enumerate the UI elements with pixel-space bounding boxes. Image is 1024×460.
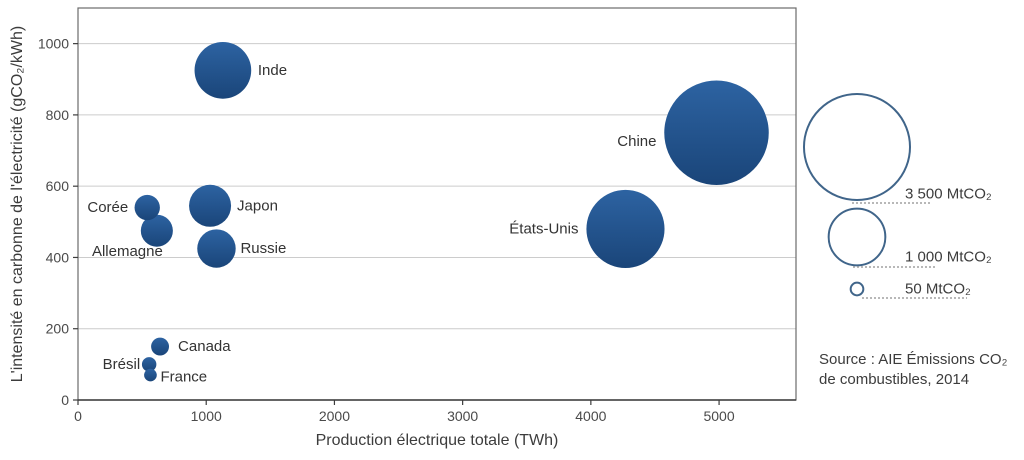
- legend-circle-50-icon: [849, 281, 865, 297]
- x-tick-label-3000: 3000: [447, 408, 478, 424]
- country-label-etats-unis: États-Unis: [509, 220, 578, 237]
- bubble-bresil: [141, 357, 157, 372]
- bubble-france: [144, 368, 157, 382]
- y-tick-label-200: 200: [46, 321, 70, 337]
- y-axis-title: L'intensité en carbonne de l'électricité…: [9, 26, 26, 382]
- legend-circle-1000-icon: [827, 207, 887, 267]
- bubble-coree: [134, 194, 160, 221]
- bubble-allemagne: [140, 214, 173, 247]
- bubble-japon: [189, 184, 232, 227]
- x-tick-label-0: 0: [74, 408, 82, 424]
- bubble-chine: [664, 80, 769, 185]
- source-line-2: de combustibles, 2014: [819, 371, 969, 388]
- country-label-france: France: [160, 369, 207, 386]
- y-tick-label-400: 400: [46, 249, 70, 265]
- country-label-chine: Chine: [617, 133, 656, 150]
- country-label-russie: Russie: [240, 240, 286, 257]
- bubble-inde: [194, 42, 252, 99]
- legend-circle-3500-icon: [802, 92, 912, 202]
- bubble-canada: [151, 337, 170, 356]
- country-label-inde: Inde: [258, 62, 287, 79]
- y-tick-label-1000: 1000: [38, 36, 69, 52]
- y-tick-label-0: 0: [61, 392, 69, 408]
- source-line-1: Source : AIE Émissions CO₂: [819, 351, 1008, 368]
- y-tick-label-600: 600: [46, 178, 70, 194]
- country-label-canada: Canada: [178, 338, 231, 355]
- x-tick-label-5000: 5000: [703, 408, 734, 424]
- x-tick-label-1000: 1000: [191, 408, 222, 424]
- country-label-allemagne: Allemagne: [92, 243, 163, 260]
- bubble-etats-unis: [586, 189, 665, 269]
- bubble-russie: [197, 229, 236, 268]
- x-tick-label-2000: 2000: [319, 408, 350, 424]
- legend-label-50: 50 MtCO₂: [905, 281, 971, 298]
- legend-label-3500: 3 500 MtCO₂: [905, 186, 992, 203]
- x-tick-label-4000: 4000: [575, 408, 606, 424]
- x-axis-title: Production électrique totale (TWh): [316, 432, 559, 449]
- legend-label-1000: 1 000 MtCO₂: [905, 249, 992, 266]
- country-label-bresil: Brésil: [103, 356, 141, 373]
- country-label-coree: Corée: [87, 199, 128, 216]
- country-label-japon: Japon: [237, 197, 278, 214]
- y-tick-label-800: 800: [46, 107, 70, 123]
